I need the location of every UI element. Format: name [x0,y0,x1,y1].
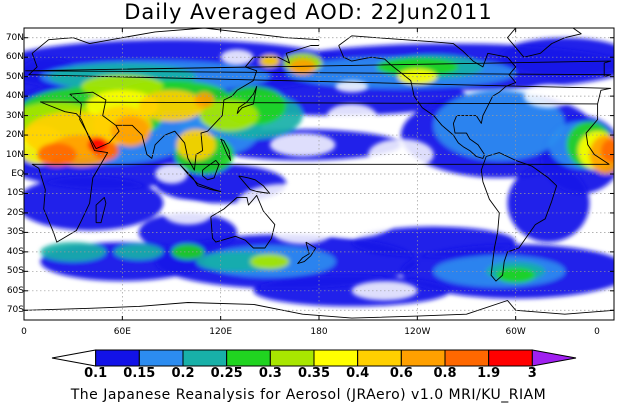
colorbar [51,349,577,367]
colorbar-label: 0.4 [346,366,370,381]
lon-label: 180 [310,327,328,337]
lon-label: 120E [209,327,233,337]
lat-label: 60S [6,285,24,296]
map-gridlines [24,28,614,320]
colorbar-cell [51,349,97,367]
lat-label: 60N [5,52,24,63]
colorbar-cell [444,349,490,367]
colorbar-cell [400,349,446,367]
colorbar-label: 1.9 [477,366,501,381]
colorbar-label: 0.1 [84,366,108,381]
lat-label: 40S [6,246,24,257]
lat-label: 10N [5,149,24,160]
colorbar-label: 0.15 [123,366,156,381]
colorbar-cell [226,349,271,367]
lat-label: 20S [6,207,24,218]
lon-label: 0 [594,327,600,337]
lon-label: 0 [21,327,27,337]
colorbar-cell [138,349,184,367]
lat-label: 30N [5,110,24,121]
colorbar-label: 0.8 [433,366,457,381]
colorbar-label: 3 [527,366,537,381]
colorbar-label: 0.2 [171,366,195,381]
colorbar-cell [182,349,228,367]
colorbar-cell [313,349,359,367]
lat-label: 50S [6,266,24,277]
lat-label: 70S [6,305,24,316]
lon-label: 120W [404,327,431,337]
lat-label: 50N [5,71,24,82]
lat-label: 40N [5,91,24,102]
lat-label: EQ [11,169,24,179]
coastlines [24,28,614,319]
colorbar-label: 0.3 [258,366,282,381]
caption: The Japanese Reanalysis for Aerosol (JRA… [70,387,547,403]
lat-label: 10S [6,188,24,199]
colorbar-cell [95,349,140,367]
colorbar-label: 0.25 [210,366,243,381]
lat-label: 70N [5,32,24,43]
lon-label: 60W [505,327,526,337]
lat-label: 20N [5,130,24,141]
colorbar-cell [531,349,577,367]
colorbar-label: 0.6 [389,366,413,381]
colorbar-cell [357,349,402,367]
colorbar-label: 0.35 [297,366,331,381]
lat-label: 30S [6,227,24,238]
colorbar-cell [488,349,533,367]
colorbar-cell [269,349,315,367]
lon-label: 60E [113,327,131,337]
map-title: Daily Averaged AOD: 22Jun2011 [124,0,493,24]
